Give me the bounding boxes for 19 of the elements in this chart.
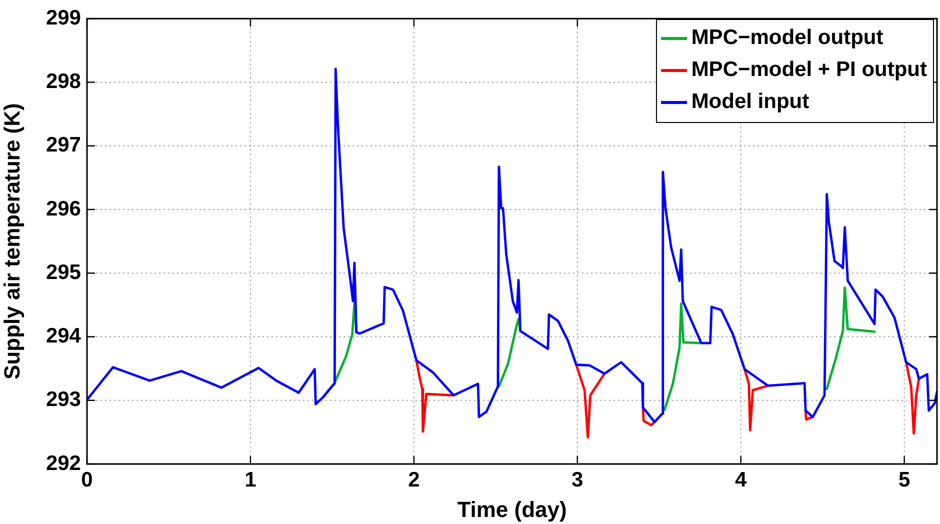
y-tick-label: 294 — [46, 324, 82, 348]
legend-label: Model input — [691, 89, 810, 115]
legend-label: MPC−model output — [691, 25, 884, 51]
y-tick-label: 295 — [46, 260, 82, 284]
x-tick-label: 0 — [81, 468, 93, 492]
x-tick-label: 1 — [244, 468, 257, 492]
y-tick-label: 298 — [46, 70, 82, 94]
y-tick-label: 292 — [46, 452, 81, 475]
x-tick-label: 5 — [898, 468, 910, 492]
y-tick-label: 297 — [46, 134, 81, 157]
x-tick-label: 4 — [735, 468, 747, 492]
y-tick-label: 299 — [46, 6, 81, 30]
legend-label: MPC−model + PI output — [691, 57, 927, 83]
y-tick-label: 296 — [46, 197, 81, 220]
y-axis-title: Supply air temperature (K) — [0, 103, 24, 380]
x-tick-label: 2 — [408, 468, 420, 492]
x-axis-title: Time (day) — [457, 496, 567, 522]
y-tick-label: 293 — [46, 388, 81, 412]
x-tick-label: 3 — [572, 468, 584, 492]
